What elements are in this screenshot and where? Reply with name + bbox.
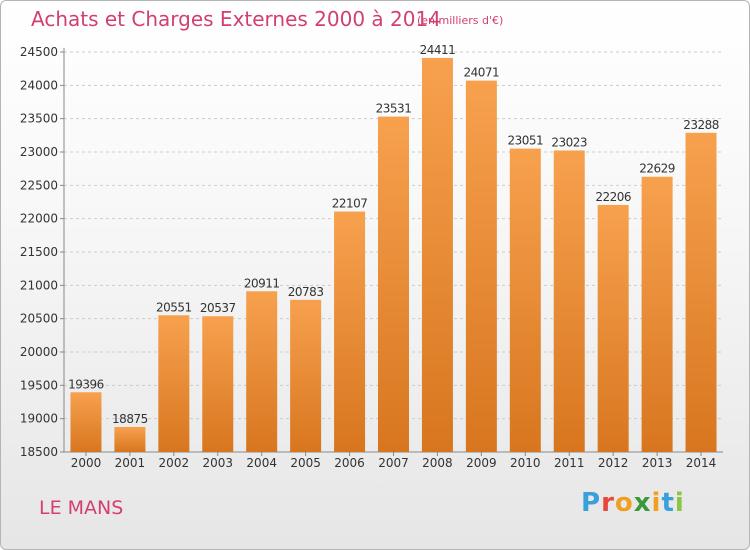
bar — [114, 427, 146, 452]
y-tick-label: 20000 — [20, 345, 58, 359]
y-tick-label: 23500 — [20, 112, 58, 126]
bar — [334, 211, 366, 452]
y-tick-label: 18500 — [20, 445, 58, 459]
bar — [597, 204, 629, 452]
y-tick-label: 22500 — [20, 178, 58, 192]
x-tick-label: 2003 — [202, 456, 233, 470]
x-tick-label: 2000 — [71, 456, 102, 470]
city-name: LE MANS — [39, 497, 124, 519]
bar — [465, 80, 497, 452]
x-tick-label: 2011 — [554, 456, 585, 470]
x-tick-label: 2001 — [115, 456, 146, 470]
x-tick-label: 2013 — [642, 456, 673, 470]
x-tick-label: 2009 — [466, 456, 497, 470]
bar — [509, 148, 541, 452]
bar-value-label: 24071 — [464, 66, 500, 80]
bar — [290, 299, 322, 452]
bar-value-label: 18875 — [112, 412, 148, 426]
y-tick-label: 24000 — [20, 78, 58, 92]
y-tick-label: 21500 — [20, 245, 58, 259]
bar-value-label: 23051 — [507, 134, 543, 148]
y-tick-label: 22000 — [20, 212, 58, 226]
y-tick-label: 19500 — [20, 378, 58, 392]
bar-value-label: 20783 — [288, 285, 324, 299]
y-tick-label: 20500 — [20, 312, 58, 326]
x-tick-label: 2007 — [378, 456, 409, 470]
y-tick-label: 23000 — [20, 145, 58, 159]
bar-value-label: 19396 — [68, 377, 104, 391]
bar-value-label: 22629 — [639, 162, 675, 176]
chart-title: Achats et Charges Externes 2000 à 2014 — [31, 7, 441, 31]
bar-value-label: 20537 — [200, 301, 236, 315]
bar — [641, 176, 673, 452]
bar-value-label: 24411 — [420, 43, 456, 57]
bar — [246, 291, 278, 452]
bar-value-label: 22206 — [595, 190, 631, 204]
bar — [70, 392, 102, 452]
x-tick-label: 2006 — [334, 456, 365, 470]
x-tick-label: 2002 — [159, 456, 190, 470]
bar — [202, 316, 234, 452]
bar-value-label: 23023 — [551, 135, 587, 149]
x-tick-label: 2012 — [598, 456, 629, 470]
bar-value-label: 20551 — [156, 300, 192, 314]
y-tick-label: 21000 — [20, 278, 58, 292]
x-tick-label: 2010 — [510, 456, 541, 470]
bar — [158, 315, 190, 452]
chart-unit: (en milliers d'€) — [417, 14, 504, 27]
bar — [685, 132, 717, 453]
x-tick-label: 2005 — [290, 456, 321, 470]
proxiti-logo: Proxiti — [581, 488, 685, 518]
bar-value-label: 23288 — [683, 118, 719, 132]
x-tick-label: 2004 — [246, 456, 277, 470]
bar-value-label: 23531 — [376, 102, 412, 116]
y-tick-label: 24500 — [20, 45, 58, 59]
bar-value-label: 22107 — [332, 197, 368, 211]
bar — [421, 57, 453, 452]
x-tick-label: 2014 — [686, 456, 717, 470]
x-tick-label: 2008 — [422, 456, 453, 470]
bar-value-label: 20911 — [244, 276, 280, 290]
bar — [378, 116, 409, 452]
y-tick-label: 19000 — [20, 412, 58, 426]
bar — [553, 150, 585, 452]
